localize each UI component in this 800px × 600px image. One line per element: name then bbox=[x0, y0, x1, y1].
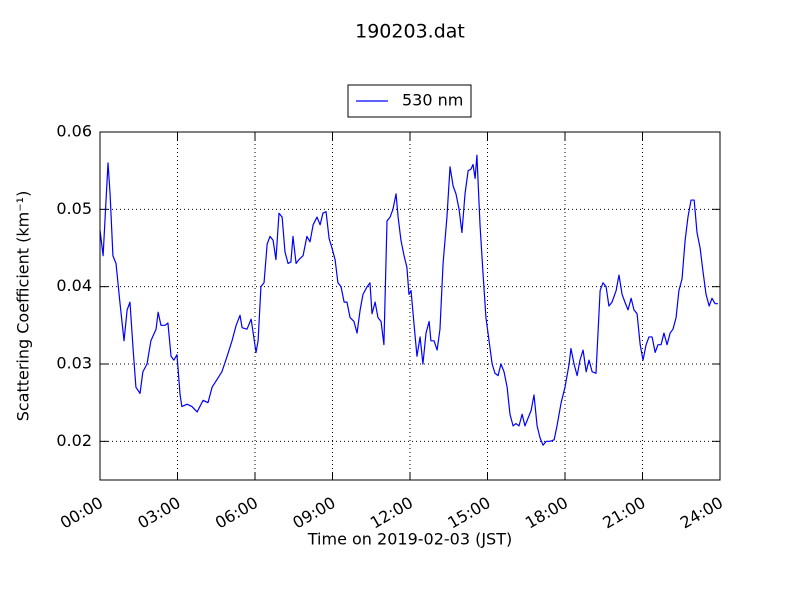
x-axis-label: Time on 2019-02-03 (JST) bbox=[307, 530, 512, 549]
y-axis-label: Scattering Coefficient (km⁻¹) bbox=[14, 191, 33, 422]
y-tick-label: 0.02 bbox=[56, 431, 92, 450]
y-tick-label: 0.04 bbox=[56, 276, 92, 295]
y-tick-label: 0.03 bbox=[56, 354, 92, 373]
legend-label: 530 nm bbox=[402, 91, 463, 110]
plot-frame bbox=[99, 131, 721, 481]
legend: 530 nm bbox=[347, 84, 472, 118]
data-line bbox=[99, 154, 718, 446]
y-tick-label: 0.05 bbox=[56, 199, 92, 218]
chart-title: 190203.dat bbox=[355, 21, 465, 43]
y-tick-label: 0.06 bbox=[56, 122, 92, 141]
